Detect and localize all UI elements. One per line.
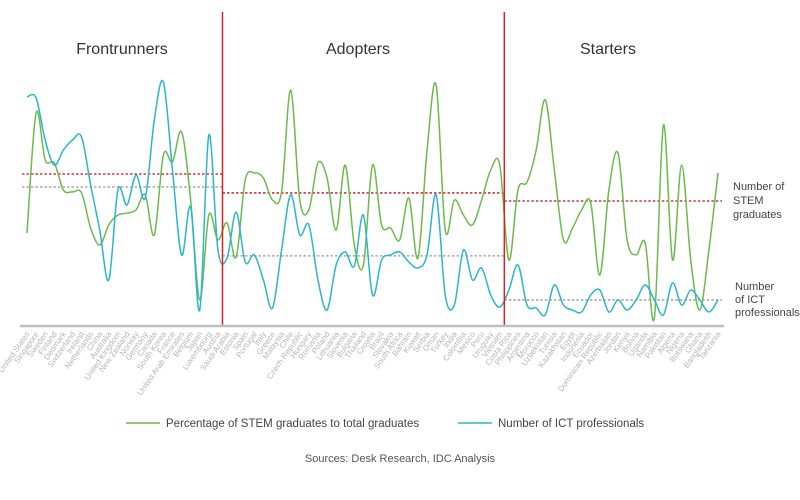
legend: Percentage of STEM graduates to total gr… — [126, 418, 644, 430]
average-lines — [22, 173, 722, 301]
group-titles: Frontrunners Adopters Starters — [76, 41, 636, 58]
group-title-frontrunners: Frontrunners — [76, 41, 168, 58]
ict-series-line — [26, 79, 719, 317]
ict-average-annotation: Number of ICT professionals — [735, 281, 800, 319]
group-title-adopters: Adopters — [326, 41, 390, 58]
group-dividers — [221, 12, 506, 326]
source-note: Sources: Desk Research, IDC Analysis — [305, 453, 496, 465]
legend-label-stem: Percentage of STEM graduates to total gr… — [166, 418, 419, 430]
stem-series-line — [26, 81, 719, 322]
group-title-starters: Starters — [580, 41, 636, 58]
stem-average-annotation: Number of STEM graduates — [733, 181, 785, 221]
legend-label-ict: Number of ICT professionals — [498, 418, 644, 430]
x-tick-labels: United StatesSingaporeSwedenFinlandDenma… — [0, 329, 723, 397]
series-lines — [26, 79, 719, 322]
